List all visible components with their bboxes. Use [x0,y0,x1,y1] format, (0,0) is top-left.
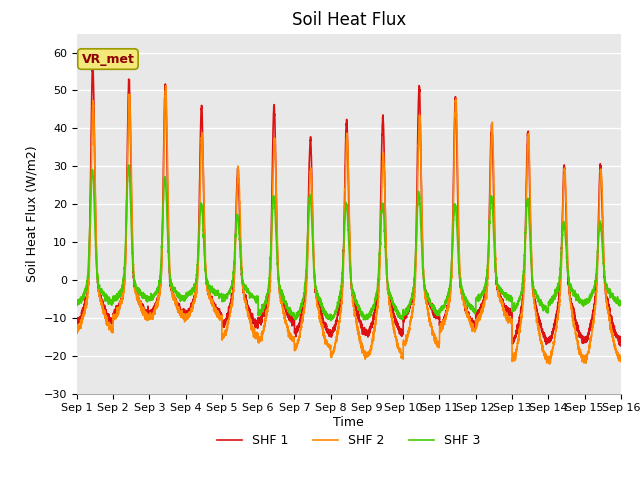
SHF 2 [73,327,81,333]
SHF 3 [471,308,479,313]
Text: VR_met: VR_met [81,52,134,66]
SHF 1 [89,58,97,64]
SHF 1 [441,317,449,323]
SHF 3 [125,162,132,168]
SHF 3 [441,301,449,307]
SHF 3 [73,297,81,303]
SHF 1 [471,322,479,327]
SHF 3 [616,299,624,305]
SHF 2 [471,325,479,331]
SHF 3 [502,290,509,296]
SHF 1 [502,305,509,311]
X-axis label: Time: Time [333,416,364,429]
SHF 1 [617,339,625,345]
SHF 1 [616,340,624,346]
Line: SHF 2: SHF 2 [77,86,621,364]
SHF 1 [329,328,337,334]
SHF 3 [327,318,335,324]
Line: SHF 3: SHF 3 [77,165,621,321]
Y-axis label: Soil Heat Flux (W/m2): Soil Heat Flux (W/m2) [25,145,38,282]
SHF 2 [502,312,509,318]
SHF 2 [329,351,337,357]
SHF 3 [171,288,179,293]
Legend: SHF 1, SHF 2, SHF 3: SHF 1, SHF 2, SHF 3 [212,429,486,452]
SHF 1 [73,316,81,322]
SHF 2 [546,361,554,367]
SHF 1 [171,297,179,303]
SHF 3 [617,300,625,306]
SHF 2 [617,359,625,364]
SHF 1 [616,343,624,348]
Line: SHF 1: SHF 1 [77,61,621,346]
SHF 3 [329,316,337,322]
SHF 2 [162,83,170,89]
SHF 2 [441,317,449,323]
SHF 2 [616,355,624,360]
SHF 2 [171,296,179,302]
Title: Soil Heat Flux: Soil Heat Flux [292,11,406,29]
